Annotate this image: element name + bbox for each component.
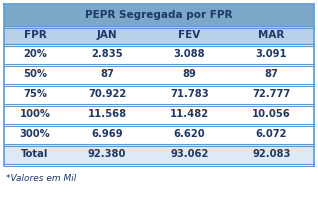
Text: *Valores em Mil: *Valores em Mil — [6, 174, 76, 183]
Bar — [4, 64, 314, 84]
Text: 89: 89 — [182, 69, 196, 79]
Text: FPR: FPR — [24, 30, 46, 40]
Text: 11.482: 11.482 — [170, 109, 209, 119]
Bar — [4, 104, 314, 124]
Text: 100%: 100% — [19, 109, 51, 119]
Text: 93.062: 93.062 — [170, 149, 208, 159]
Text: 92.083: 92.083 — [252, 149, 291, 159]
Text: 6.969: 6.969 — [91, 129, 123, 139]
Text: Total: Total — [21, 149, 49, 159]
Text: 20%: 20% — [23, 49, 47, 59]
Text: 87: 87 — [265, 69, 278, 79]
Text: 87: 87 — [100, 69, 114, 79]
Bar — [4, 84, 314, 104]
Text: PEPR Segregada por FPR: PEPR Segregada por FPR — [85, 10, 233, 20]
Text: 71.783: 71.783 — [170, 89, 209, 99]
Text: 2.835: 2.835 — [91, 49, 123, 59]
Text: 75%: 75% — [23, 89, 47, 99]
Text: 50%: 50% — [23, 69, 47, 79]
Bar — [4, 144, 314, 164]
Text: 11.568: 11.568 — [87, 109, 127, 119]
Text: 72.777: 72.777 — [252, 89, 291, 99]
Text: FEV: FEV — [178, 30, 200, 40]
Text: 3.088: 3.088 — [173, 49, 205, 59]
Bar — [4, 4, 314, 26]
Text: 300%: 300% — [20, 129, 50, 139]
Text: MAR: MAR — [258, 30, 285, 40]
Bar — [4, 26, 314, 44]
Text: 10.056: 10.056 — [252, 109, 291, 119]
Bar — [4, 124, 314, 144]
Text: 70.922: 70.922 — [88, 89, 126, 99]
Text: 3.091: 3.091 — [256, 49, 287, 59]
Bar — [4, 44, 314, 64]
Text: 6.620: 6.620 — [173, 129, 205, 139]
Text: 92.380: 92.380 — [88, 149, 126, 159]
Text: JAN: JAN — [97, 30, 117, 40]
Text: 6.072: 6.072 — [256, 129, 287, 139]
